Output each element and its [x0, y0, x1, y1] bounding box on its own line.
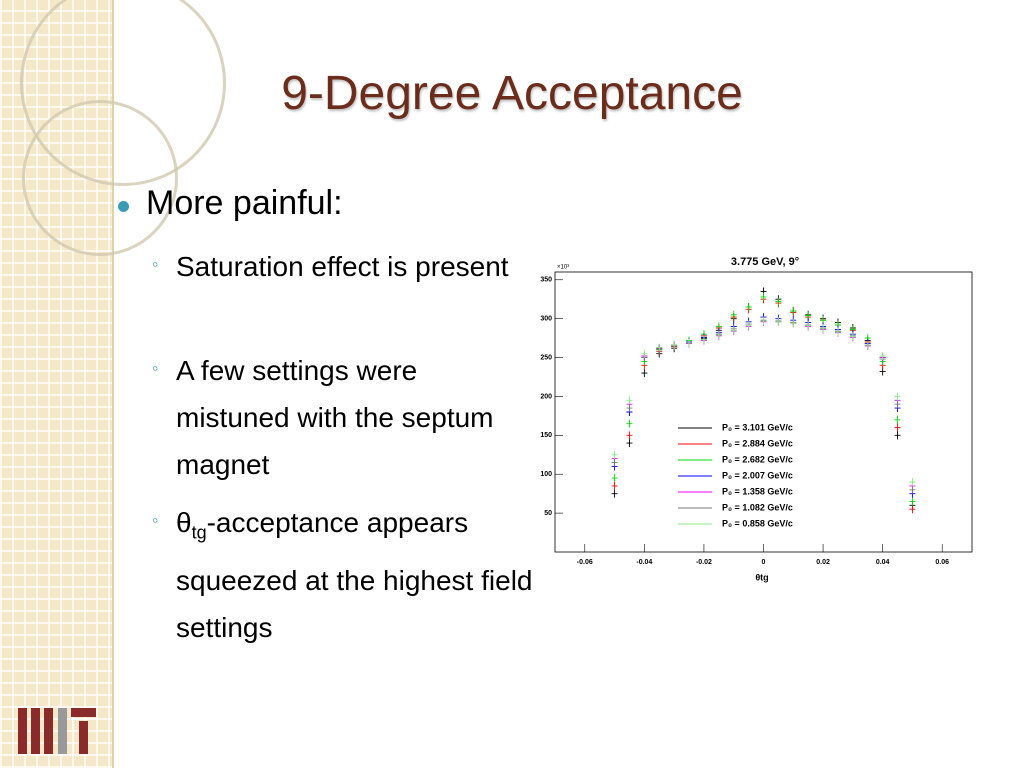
data-point — [760, 317, 767, 325]
slide-title: 9-Degree Acceptance — [281, 67, 743, 120]
sub-bullet: θtg-acceptance appears squeezed at the h… — [176, 499, 546, 651]
sub-bullet: Saturation effect is present — [176, 251, 509, 282]
data-point — [790, 319, 797, 328]
data-point — [834, 327, 841, 336]
data-point — [864, 341, 871, 350]
data-point — [879, 352, 886, 360]
data-point — [820, 324, 827, 333]
data-point — [700, 335, 707, 344]
sub-bullet: A few settings were mistuned with the se… — [176, 355, 494, 480]
x-tick-label: 0.06 — [935, 559, 949, 566]
x-tick-label: -0.02 — [696, 559, 712, 566]
data-point — [760, 292, 767, 301]
data-point — [611, 481, 618, 490]
bullet: More painful: — [146, 184, 343, 222]
x-tick-label: -0.04 — [636, 559, 652, 566]
subscript: tg — [191, 522, 207, 543]
x-tick-label: 0.04 — [876, 559, 890, 566]
sub-bullet-mark: ◦ — [152, 510, 159, 530]
chart: 3.775 GeV, 9° θtg ×10³ 50 100 150 200 250 300… — [540, 256, 973, 582]
text: -acceptance appears squeezed at the high… — [176, 507, 533, 643]
data-point — [909, 478, 916, 486]
data-point — [745, 321, 752, 330]
data-point — [805, 311, 812, 320]
data-point — [894, 392, 901, 401]
y-tick-label: 300 — [540, 316, 552, 323]
data-point — [715, 331, 722, 339]
data-point — [611, 489, 618, 498]
data-point — [626, 404, 633, 413]
data-point — [671, 341, 678, 350]
sub-bullet-mark: ◦ — [152, 358, 159, 378]
legend-label: P₀ = 2.884 GeV/c — [722, 438, 793, 448]
data-point — [909, 485, 916, 494]
x-tick-label: 0 — [762, 559, 766, 566]
bullet-dot — [118, 201, 129, 212]
y-tick-label: 100 — [540, 471, 552, 478]
data-point — [730, 310, 737, 319]
y-tick-label: 50 — [544, 510, 552, 517]
x-tick-label: -0.06 — [577, 559, 593, 566]
data-point — [775, 297, 782, 306]
data-point — [894, 400, 901, 409]
data-point — [894, 431, 901, 440]
data-point — [730, 326, 737, 335]
decor-ring — [22, 100, 178, 256]
data-point — [894, 423, 901, 432]
data-point — [686, 338, 693, 347]
data-point — [626, 419, 633, 428]
data-point — [849, 332, 856, 341]
y-tick-label: 250 — [540, 354, 552, 361]
legend-label: P₀ = 1.082 GeV/c — [722, 502, 793, 512]
data-point — [641, 369, 648, 378]
sub-bullet-mark: ◦ — [152, 254, 159, 274]
data-point — [805, 321, 812, 330]
data-point — [611, 474, 618, 483]
y-tick-label: 200 — [540, 393, 552, 400]
y-tick-label: 350 — [540, 277, 552, 284]
data-point — [611, 458, 618, 467]
legend-label: P₀ = 1.358 GeV/c — [722, 486, 793, 496]
data-point — [656, 343, 663, 352]
data-point — [909, 497, 916, 506]
legend-label: P₀ = 3.101 GeV/c — [722, 422, 793, 432]
data-point — [894, 415, 901, 424]
legend-label: P₀ = 2.007 GeV/c — [722, 470, 793, 480]
legend-label: P₀ = 0.858 GeV/c — [722, 518, 793, 528]
data-point — [775, 317, 782, 326]
data-point — [626, 431, 633, 440]
data-point — [790, 306, 797, 315]
x-axis-label: θtg — [755, 572, 768, 582]
x-tick-label: 0.02 — [816, 559, 830, 566]
y-multiplier: ×10³ — [557, 265, 569, 271]
legend-label: P₀ = 2.682 GeV/c — [722, 454, 793, 464]
chart-title: 3.775 GeV, 9° — [731, 256, 799, 268]
data-point — [611, 450, 618, 459]
data-point — [641, 349, 648, 358]
logo — [18, 708, 96, 754]
data-point — [745, 303, 752, 311]
y-tick-label: 150 — [540, 432, 552, 439]
symbol: θ — [176, 507, 192, 538]
data-point — [909, 505, 916, 514]
data-point — [626, 396, 633, 405]
data-point — [626, 439, 633, 448]
